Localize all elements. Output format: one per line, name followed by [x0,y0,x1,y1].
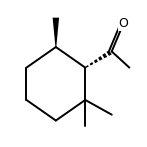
Text: O: O [118,17,128,30]
Polygon shape [53,18,59,47]
Polygon shape [98,56,103,61]
Polygon shape [102,53,107,58]
Polygon shape [85,65,89,68]
Polygon shape [90,62,93,65]
Polygon shape [107,50,112,56]
Polygon shape [94,59,98,63]
